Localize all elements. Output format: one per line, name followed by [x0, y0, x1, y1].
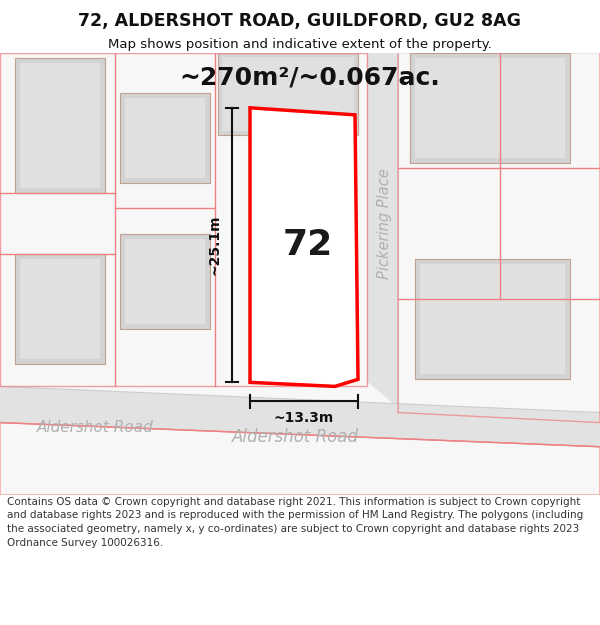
Polygon shape — [20, 62, 100, 188]
Text: Aldershot Road: Aldershot Road — [37, 420, 154, 435]
Polygon shape — [125, 239, 205, 324]
Polygon shape — [15, 58, 105, 193]
Text: ~270m²/~0.067ac.: ~270m²/~0.067ac. — [179, 66, 440, 89]
Polygon shape — [415, 58, 565, 158]
Text: Aldershot Road: Aldershot Road — [232, 428, 359, 446]
Polygon shape — [420, 264, 565, 374]
Text: Pickering Place: Pickering Place — [377, 168, 392, 279]
Polygon shape — [218, 52, 358, 135]
Polygon shape — [415, 259, 570, 379]
Text: 72, ALDERSHOT ROAD, GUILDFORD, GU2 8AG: 72, ALDERSHOT ROAD, GUILDFORD, GU2 8AG — [79, 11, 521, 29]
Polygon shape — [125, 98, 205, 178]
Text: Contains OS data © Crown copyright and database right 2021. This information is : Contains OS data © Crown copyright and d… — [7, 497, 583, 548]
Polygon shape — [15, 254, 105, 364]
Polygon shape — [0, 386, 600, 447]
Text: 72: 72 — [283, 228, 332, 262]
Polygon shape — [367, 52, 398, 408]
Polygon shape — [120, 234, 210, 329]
Polygon shape — [0, 52, 600, 495]
Text: Map shows position and indicative extent of the property.: Map shows position and indicative extent… — [108, 38, 492, 51]
Text: ~13.3m: ~13.3m — [274, 411, 334, 424]
Text: ~25.1m: ~25.1m — [208, 215, 222, 276]
Polygon shape — [250, 107, 358, 386]
Polygon shape — [20, 259, 100, 359]
Polygon shape — [120, 92, 210, 183]
Polygon shape — [222, 56, 354, 131]
Polygon shape — [410, 52, 570, 163]
